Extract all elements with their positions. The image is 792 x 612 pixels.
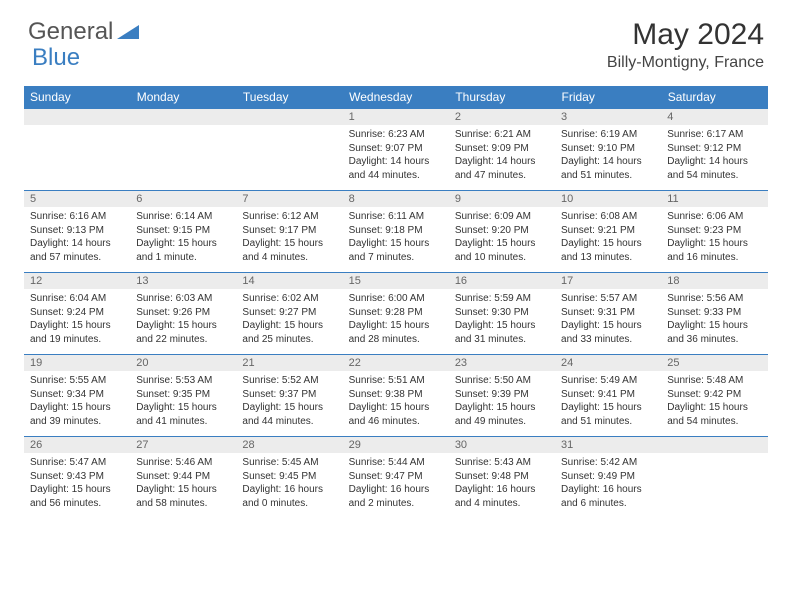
day-number: 26 (24, 437, 130, 454)
calendar-table: Sunday Monday Tuesday Wednesday Thursday… (24, 86, 768, 518)
day-number: 9 (449, 191, 555, 208)
day-info: Sunrise: 6:02 AM Sunset: 9:27 PM Dayligh… (236, 289, 342, 355)
day-info: Sunrise: 6:21 AM Sunset: 9:09 PM Dayligh… (449, 125, 555, 191)
calendar-head: Sunday Monday Tuesday Wednesday Thursday… (24, 86, 768, 109)
header: General May 2024 Billy-Montigny, France (0, 0, 792, 80)
day-info: Sunrise: 5:56 AM Sunset: 9:33 PM Dayligh… (661, 289, 767, 355)
day-number: 7 (236, 191, 342, 208)
day-info: Sunrise: 6:00 AM Sunset: 9:28 PM Dayligh… (343, 289, 449, 355)
day-number: 4 (661, 109, 767, 126)
title-block: May 2024 Billy-Montigny, France (607, 18, 764, 72)
day-info: Sunrise: 6:09 AM Sunset: 9:20 PM Dayligh… (449, 207, 555, 273)
day-header: Thursday (449, 86, 555, 109)
calendar-body: 1234Sunrise: 6:23 AM Sunset: 9:07 PM Day… (24, 109, 768, 519)
logo-text-general: General (28, 18, 113, 46)
daynum-row: 262728293031 (24, 437, 768, 454)
day-info: Sunrise: 6:03 AM Sunset: 9:26 PM Dayligh… (130, 289, 236, 355)
day-number (24, 109, 130, 126)
day-info: Sunrise: 6:17 AM Sunset: 9:12 PM Dayligh… (661, 125, 767, 191)
day-number: 15 (343, 273, 449, 290)
day-info: Sunrise: 6:12 AM Sunset: 9:17 PM Dayligh… (236, 207, 342, 273)
day-number: 31 (555, 437, 661, 454)
day-info: Sunrise: 6:14 AM Sunset: 9:15 PM Dayligh… (130, 207, 236, 273)
location-label: Billy-Montigny, France (607, 54, 764, 72)
day-info: Sunrise: 6:19 AM Sunset: 9:10 PM Dayligh… (555, 125, 661, 191)
day-info: Sunrise: 6:06 AM Sunset: 9:23 PM Dayligh… (661, 207, 767, 273)
day-info: Sunrise: 5:47 AM Sunset: 9:43 PM Dayligh… (24, 453, 130, 518)
day-info: Sunrise: 5:48 AM Sunset: 9:42 PM Dayligh… (661, 371, 767, 437)
day-number: 28 (236, 437, 342, 454)
day-number: 11 (661, 191, 767, 208)
day-header: Sunday (24, 86, 130, 109)
day-number: 21 (236, 355, 342, 372)
day-info (661, 453, 767, 518)
day-header: Tuesday (236, 86, 342, 109)
day-header-row: Sunday Monday Tuesday Wednesday Thursday… (24, 86, 768, 109)
day-info: Sunrise: 6:16 AM Sunset: 9:13 PM Dayligh… (24, 207, 130, 273)
day-number: 6 (130, 191, 236, 208)
day-number: 10 (555, 191, 661, 208)
day-number: 20 (130, 355, 236, 372)
day-header: Wednesday (343, 86, 449, 109)
day-number: 16 (449, 273, 555, 290)
day-number: 22 (343, 355, 449, 372)
day-info: Sunrise: 6:11 AM Sunset: 9:18 PM Dayligh… (343, 207, 449, 273)
day-info: Sunrise: 5:49 AM Sunset: 9:41 PM Dayligh… (555, 371, 661, 437)
info-row: Sunrise: 5:55 AM Sunset: 9:34 PM Dayligh… (24, 371, 768, 437)
day-number (661, 437, 767, 454)
day-number (236, 109, 342, 126)
day-info: Sunrise: 5:50 AM Sunset: 9:39 PM Dayligh… (449, 371, 555, 437)
day-number: 19 (24, 355, 130, 372)
day-info: Sunrise: 5:57 AM Sunset: 9:31 PM Dayligh… (555, 289, 661, 355)
day-number: 30 (449, 437, 555, 454)
day-number: 2 (449, 109, 555, 126)
day-info: Sunrise: 5:43 AM Sunset: 9:48 PM Dayligh… (449, 453, 555, 518)
day-info: Sunrise: 6:04 AM Sunset: 9:24 PM Dayligh… (24, 289, 130, 355)
day-number: 8 (343, 191, 449, 208)
logo-triangle-icon (117, 21, 139, 44)
day-number: 24 (555, 355, 661, 372)
logo-text-blue: Blue (32, 44, 80, 72)
day-info: Sunrise: 5:52 AM Sunset: 9:37 PM Dayligh… (236, 371, 342, 437)
day-info: Sunrise: 5:45 AM Sunset: 9:45 PM Dayligh… (236, 453, 342, 518)
day-number: 1 (343, 109, 449, 126)
day-number: 18 (661, 273, 767, 290)
info-row: Sunrise: 6:04 AM Sunset: 9:24 PM Dayligh… (24, 289, 768, 355)
day-number: 27 (130, 437, 236, 454)
day-number: 25 (661, 355, 767, 372)
day-info: Sunrise: 5:46 AM Sunset: 9:44 PM Dayligh… (130, 453, 236, 518)
day-number: 12 (24, 273, 130, 290)
day-number: 13 (130, 273, 236, 290)
logo: General (28, 18, 141, 46)
day-header: Monday (130, 86, 236, 109)
day-info: Sunrise: 5:42 AM Sunset: 9:49 PM Dayligh… (555, 453, 661, 518)
day-info: Sunrise: 5:51 AM Sunset: 9:38 PM Dayligh… (343, 371, 449, 437)
day-info: Sunrise: 6:23 AM Sunset: 9:07 PM Dayligh… (343, 125, 449, 191)
daynum-row: 12131415161718 (24, 273, 768, 290)
day-info: Sunrise: 5:53 AM Sunset: 9:35 PM Dayligh… (130, 371, 236, 437)
info-row: Sunrise: 6:16 AM Sunset: 9:13 PM Dayligh… (24, 207, 768, 273)
day-number (130, 109, 236, 126)
month-title: May 2024 (607, 18, 764, 52)
day-info: Sunrise: 5:44 AM Sunset: 9:47 PM Dayligh… (343, 453, 449, 518)
info-row: Sunrise: 6:23 AM Sunset: 9:07 PM Dayligh… (24, 125, 768, 191)
day-info: Sunrise: 5:59 AM Sunset: 9:30 PM Dayligh… (449, 289, 555, 355)
day-number: 29 (343, 437, 449, 454)
daynum-row: 567891011 (24, 191, 768, 208)
day-number: 14 (236, 273, 342, 290)
day-info (236, 125, 342, 191)
info-row: Sunrise: 5:47 AM Sunset: 9:43 PM Dayligh… (24, 453, 768, 518)
day-number: 23 (449, 355, 555, 372)
day-info (130, 125, 236, 191)
day-header: Friday (555, 86, 661, 109)
day-number: 17 (555, 273, 661, 290)
day-info: Sunrise: 6:08 AM Sunset: 9:21 PM Dayligh… (555, 207, 661, 273)
day-header: Saturday (661, 86, 767, 109)
daynum-row: 19202122232425 (24, 355, 768, 372)
day-info: Sunrise: 5:55 AM Sunset: 9:34 PM Dayligh… (24, 371, 130, 437)
day-number: 3 (555, 109, 661, 126)
day-info (24, 125, 130, 191)
daynum-row: 1234 (24, 109, 768, 126)
day-number: 5 (24, 191, 130, 208)
